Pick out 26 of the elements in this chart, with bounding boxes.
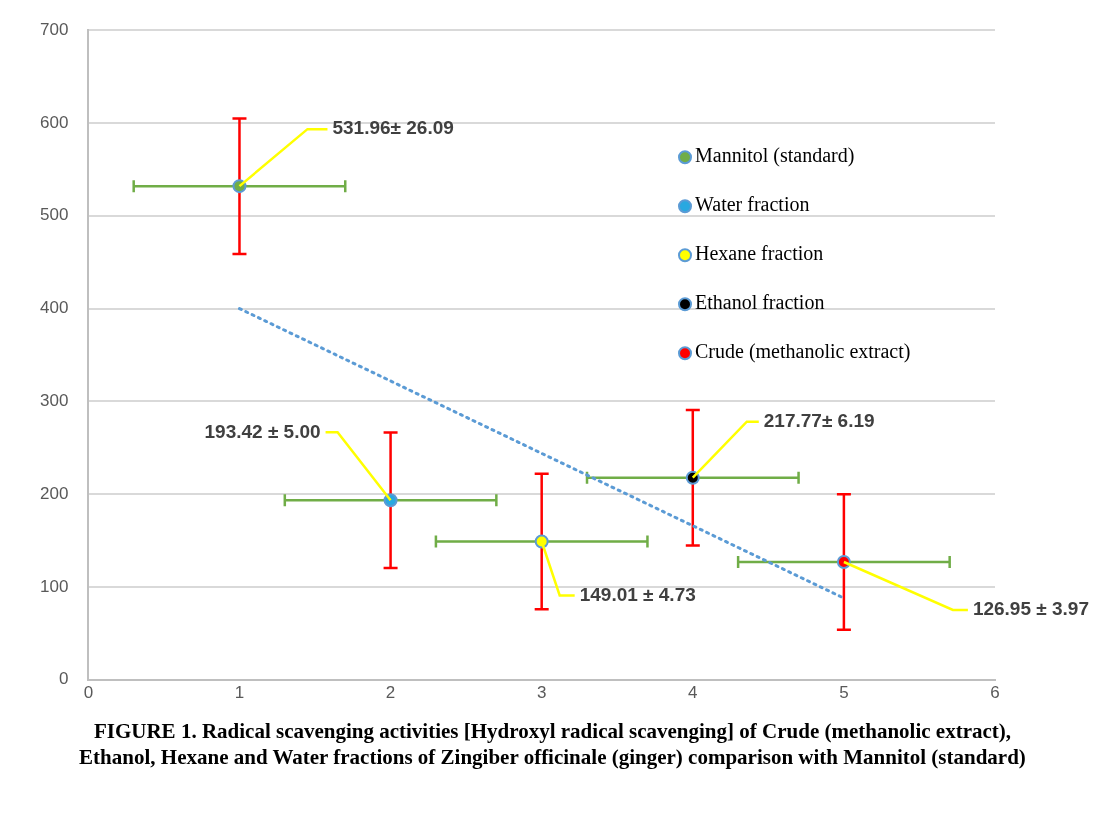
- legend-label: Crude (methanolic extract): [695, 340, 911, 364]
- y-tick-label: 200: [39, 483, 69, 503]
- annotation: 193.42 ± 5.00: [204, 420, 321, 442]
- y-tick-label: 700: [39, 19, 69, 39]
- annotation: 126.95 ± 3.97: [972, 598, 1089, 620]
- y-tick-label: 0: [58, 669, 69, 689]
- x-tick-label: 5: [839, 682, 849, 702]
- x-tick-label: 6: [990, 682, 1000, 702]
- x-tick-label: 0: [83, 682, 94, 702]
- y-tick-label: 100: [39, 576, 69, 596]
- legend-label: Hexane fraction: [695, 242, 824, 265]
- x-tick-label: 3: [536, 682, 547, 702]
- annotation: 217.77± 6.19: [763, 409, 875, 431]
- x-tick-label: 4: [688, 682, 698, 702]
- legend-label: Ethanol fraction: [695, 291, 825, 314]
- y-tick-label: 500: [39, 205, 69, 225]
- y-tick-label: 400: [39, 298, 69, 318]
- y-tick-label: 600: [39, 112, 69, 132]
- legend-label: Water fraction: [695, 193, 810, 216]
- annotation: 149.01 ± 4.73: [579, 583, 696, 605]
- text: FIGURE 1. Radical scavenging activities [Hydroxyl radical scavenging] of Crude (methanolic extract), Ethanol, Hexane and Water fractions of Zingiber officinale (ginger) comparison with Mannitol (standard): [78, 718, 1027, 771]
- x-tick-label: 2: [385, 682, 396, 702]
- y-tick-label: 300: [39, 391, 69, 411]
- legend-label: Mannitol (standard): [695, 144, 855, 168]
- x-tick-label: 1: [234, 682, 245, 702]
- annotation: 531.96± 26.09: [332, 117, 454, 139]
